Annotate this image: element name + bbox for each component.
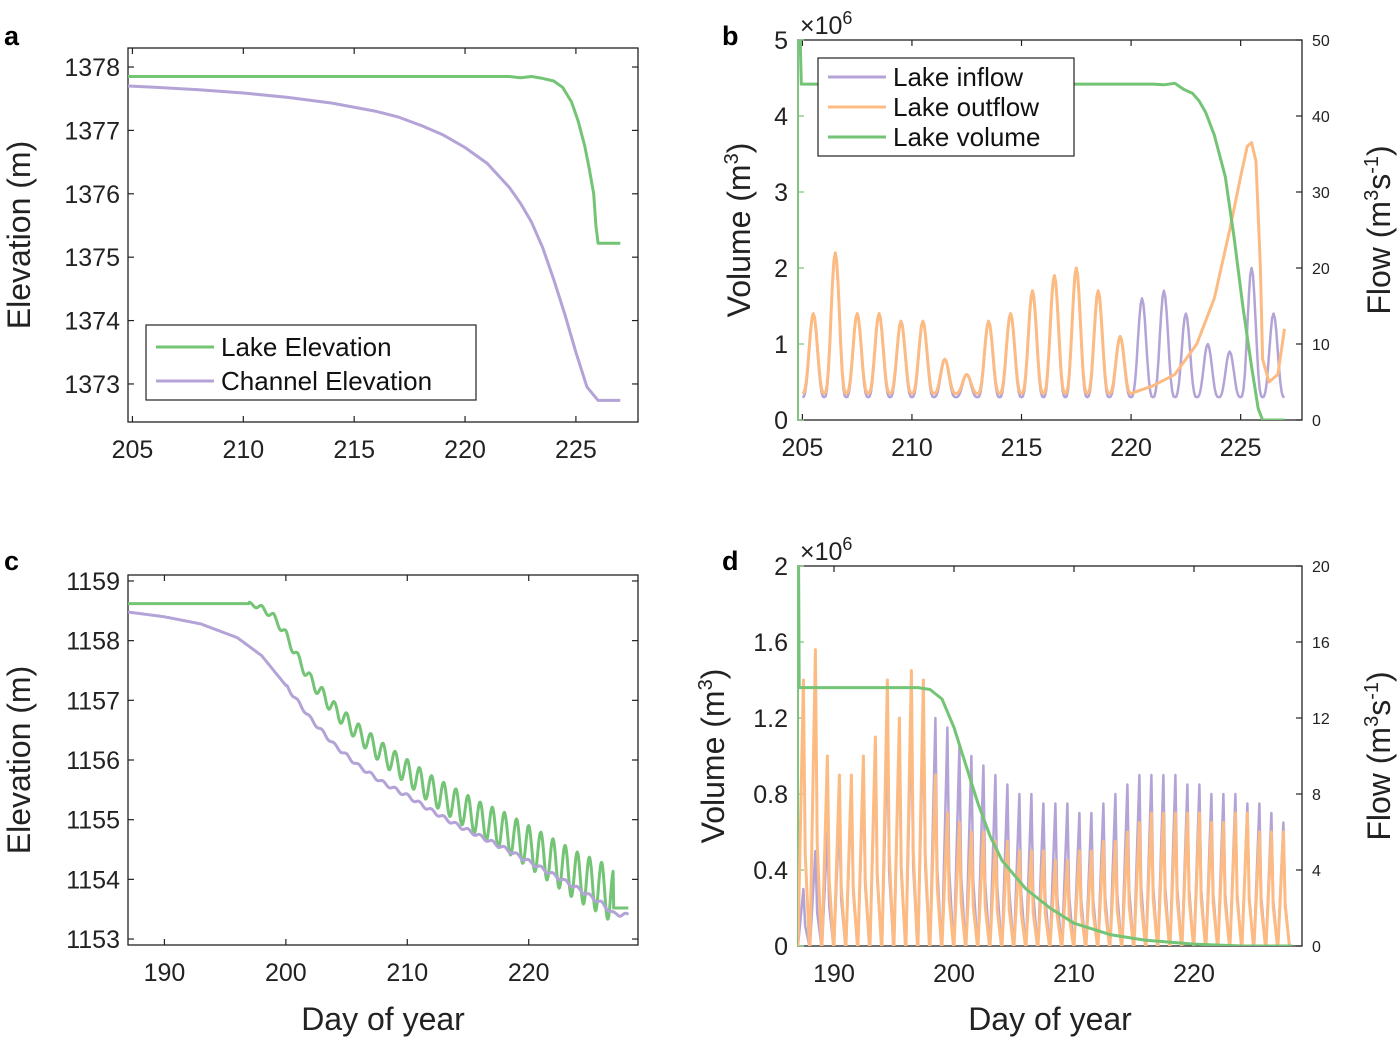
b-xtick-label: 220: [1110, 434, 1152, 462]
c-ytick-label: 1159: [66, 568, 120, 596]
c-xtick-label: 200: [265, 959, 307, 987]
a-xtick-label: 215: [333, 436, 375, 464]
d-ytick-label: 1.6: [753, 629, 788, 657]
d-ytick-label: 0.4: [753, 857, 788, 885]
a-ytick-label: 1377: [64, 117, 120, 145]
b-series-lake-inflow: [801, 251, 1285, 399]
a-ytick-label: 1374: [64, 308, 120, 336]
c-ytick-label: 1157: [66, 687, 120, 715]
b-ytick-label: 5: [774, 27, 788, 55]
d-ytick-right-label: 20: [1312, 559, 1330, 576]
a-legend-label: Lake Elevation: [221, 332, 392, 362]
a-xtick-label: 220: [444, 436, 486, 464]
chart-panel-b: 205 210 215 220 22501234501020304050×106Volu…: [721, 8, 1397, 462]
b-ytick-right-label: 30: [1312, 185, 1330, 202]
b-exponent-power: 6: [842, 8, 852, 28]
a-xtick-label: 205: [112, 436, 154, 464]
b-ytick-right-label: 0: [1312, 413, 1321, 430]
d-xlabel: Day of year: [968, 1001, 1132, 1037]
c-xlabel: Day of year: [301, 1001, 465, 1037]
c-ytick-label: 1156: [66, 747, 120, 775]
b-ylabel-close: ): [721, 143, 757, 154]
a-ytick-label: 1375: [64, 244, 120, 272]
a-ylabel: Elevation (m): [1, 141, 37, 330]
c-axes-box: [127, 574, 639, 946]
c-ytick-label: 1154: [66, 866, 120, 894]
b-xtick-label: 210: [891, 434, 933, 462]
b-ylabel-right: Flow (m3s-1): [1361, 145, 1397, 314]
d-xtick-label: 210: [1053, 960, 1095, 988]
chart-panel-c: 190 200 210 220 1153 1154 1155 1156 1157 1158 1159…: [1, 568, 639, 1037]
c-series-channel-elevation: [128, 610, 630, 918]
panel-label-c: c: [4, 546, 19, 576]
d-ytick-label: 1.2: [753, 705, 788, 733]
b-ytick-label: 0: [774, 407, 788, 435]
d-series-lake-outflow: [798, 648, 1291, 946]
b-exponent: ×106: [800, 8, 852, 40]
b-ytick-label: 1: [774, 331, 788, 359]
c-xtick-label: 190: [144, 959, 186, 987]
a-series-lake-elevation: [128, 75, 621, 245]
c-ylabel: Elevation (m): [1, 666, 37, 855]
c-xtick-label: 220: [508, 959, 550, 987]
d-ytick-right-label: 12: [1312, 711, 1330, 728]
a-legend-label: Channel Elevation: [221, 366, 432, 396]
b-ytick-label: 2: [774, 255, 788, 283]
panel-label-d: d: [722, 546, 739, 576]
a-ytick-label: 1378: [64, 54, 120, 82]
b-series-lake-volume: [798, 40, 1285, 420]
b-xtick-label: 205: [782, 434, 824, 462]
b-ytick-right-label: 50: [1312, 33, 1330, 50]
c-ytick-label: 1155: [66, 807, 120, 835]
d-series-lake-volume: [798, 566, 1293, 946]
d-ylabel-left: Volume (m3): [695, 669, 731, 844]
b-legend-label: Lake volume: [893, 122, 1040, 152]
c-ytick-label: 1158: [66, 628, 120, 656]
d-ytick-right-label: 8: [1312, 787, 1321, 804]
b-ytick-right-label: 10: [1312, 337, 1330, 354]
d-ytick-right-label: 0: [1312, 939, 1321, 956]
d-ylabel-right: Flow (m3s-1): [1361, 671, 1397, 840]
d-xtick-label: 220: [1173, 960, 1215, 988]
b-ylabel-left: Volume (m3): [721, 143, 757, 318]
b-ytick-right-label: 40: [1312, 109, 1330, 126]
a-xtick-label: 225: [555, 436, 597, 464]
d-xtick-label: 200: [933, 960, 975, 988]
b-legend-label: Lake outflow: [893, 92, 1039, 122]
d-ytick-label: 0.8: [753, 781, 788, 809]
b-ylabel-sup: 3: [721, 153, 743, 164]
d-exponent: ×106: [800, 534, 852, 566]
chart-panel-a: 205 210 215 220 225 1373 1374 1375 1376 1377 1378 E…: [1, 47, 639, 464]
a-ytick-label: 1373: [64, 371, 120, 399]
d-ytick-label: 2: [774, 553, 788, 581]
panel-label-b: b: [722, 21, 739, 51]
chart-panel-d: 190 200 210 22000.40.81.21.62048121620×106V…: [695, 534, 1397, 1037]
a-ytick-label: 1376: [64, 181, 120, 209]
b-ytick-label: 3: [774, 179, 788, 207]
d-ytick-right-label: 4: [1312, 863, 1321, 880]
d-ytick-right-label: 16: [1312, 635, 1330, 652]
a-legend-box: [145, 324, 477, 401]
c-xtick-label: 210: [386, 959, 428, 987]
b-legend-label: Lake inflow: [893, 62, 1023, 92]
b-series-lake-outflow: [801, 141, 1286, 395]
panel-label-a: a: [4, 21, 20, 51]
b-xtick-label: 225: [1220, 434, 1262, 462]
d-ytick-label: 0: [774, 933, 788, 961]
a-xtick-label: 210: [222, 436, 264, 464]
a-legend: Lake Elevation Channel Elevation: [145, 324, 477, 401]
d-xtick-label: 190: [813, 960, 855, 988]
a-series-channel-elevation: [128, 84, 621, 402]
c-ytick-label: 1153: [66, 926, 120, 954]
a-axes-box: [127, 47, 639, 423]
d-exponent-power: 6: [842, 534, 852, 554]
b-ytick-label: 4: [774, 103, 788, 131]
b-xtick-label: 215: [1001, 434, 1043, 462]
b-ytick-right-label: 20: [1312, 261, 1330, 278]
